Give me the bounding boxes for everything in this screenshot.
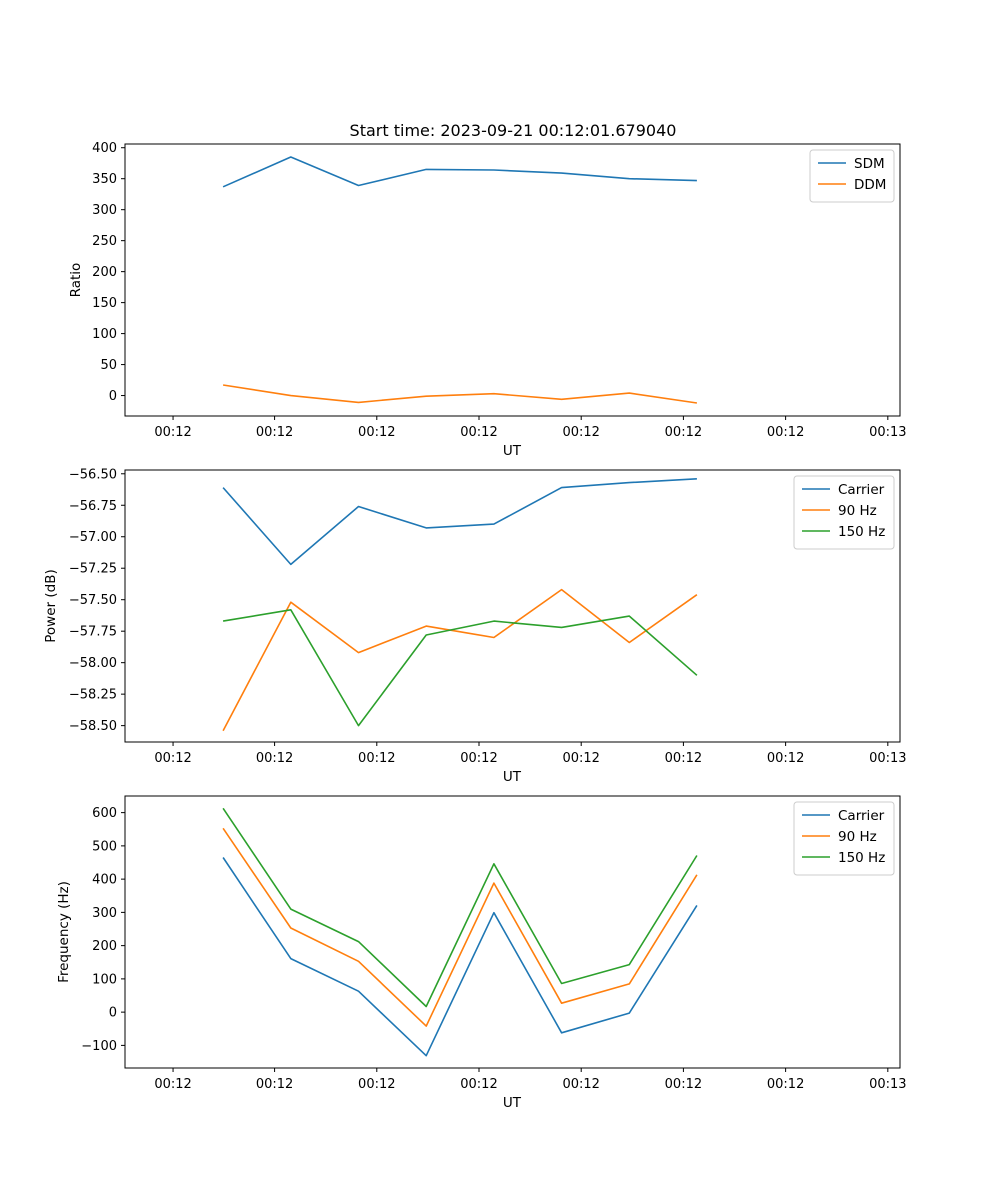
x-axis-label: UT (503, 1095, 522, 1111)
x-tick-label: 00:12 (460, 751, 497, 766)
chart-ratio: 00:12 00:12 00:12 00:12 00:12 00:12 00:12 00:13… (68, 141, 907, 459)
series-line-90-hz (222, 588, 698, 732)
x-tick-label: 00:12 (767, 425, 804, 440)
series-line-150-hz (222, 608, 698, 727)
x-tick-label: 00:12 (665, 1077, 702, 1092)
series-line-sdm (222, 156, 697, 188)
y-tick-label: −57.50 (69, 593, 117, 608)
y-tick-label: −56.50 (69, 467, 117, 482)
legend-label: 150 Hz (838, 524, 885, 540)
x-tick-label: 00:12 (154, 425, 191, 440)
y-tick-label: 350 (92, 172, 117, 187)
y-tick-label: 300 (92, 906, 117, 921)
axes-frame (124, 143, 901, 417)
x-tick-label: 00:12 (460, 425, 497, 440)
chart-frequency: 00:12 00:12 00:12 00:12 00:12 00:12 00:12 00:13… (56, 795, 907, 1111)
y-tick-label: 150 (92, 296, 117, 311)
y-tick-label: 600 (92, 806, 117, 821)
series-line-carrier (222, 857, 698, 1057)
x-axis-label: UT (503, 443, 522, 459)
y-tick-label: −58.00 (69, 656, 117, 671)
legend-label: 90 Hz (838, 503, 877, 519)
y-tick-label: −57.25 (69, 562, 117, 577)
x-tick-label: 00:12 (154, 1077, 191, 1092)
x-tick-label: 00:12 (562, 751, 599, 766)
y-tick-label: −56.75 (69, 499, 117, 514)
chart-power: 00:12 00:12 00:12 00:12 00:12 00:12 00:12 00:13… (43, 467, 907, 785)
legend-label: 90 Hz (838, 829, 877, 845)
x-tick-label: 00:12 (256, 751, 293, 766)
y-axis-label: Frequency (Hz) (56, 881, 72, 983)
y-tick-label: −100 (81, 1039, 117, 1054)
series-line-90-hz (222, 827, 698, 1027)
y-tick-label: 400 (92, 873, 117, 888)
y-axis-label: Ratio (68, 263, 84, 298)
y-tick-label: 100 (92, 327, 117, 342)
y-tick-label: 400 (92, 141, 117, 156)
legend-label: Carrier (838, 482, 885, 498)
x-tick-label: 00:13 (869, 425, 906, 440)
x-tick-label: 00:12 (358, 751, 395, 766)
y-tick-label: −57.00 (69, 530, 117, 545)
y-tick-label: −58.50 (69, 719, 117, 734)
x-tick-label: 00:12 (154, 751, 191, 766)
x-tick-label: 00:12 (562, 425, 599, 440)
y-tick-label: 100 (92, 972, 117, 987)
x-tick-label: 00:12 (256, 425, 293, 440)
y-tick-label: 300 (92, 203, 117, 218)
x-tick-label: 00:12 (665, 425, 702, 440)
series-line-ddm (222, 384, 698, 404)
x-tick-label: 00:12 (767, 751, 804, 766)
legend-label: 150 Hz (838, 850, 885, 866)
x-tick-label: 00:13 (869, 751, 906, 766)
x-axis-label: UT (503, 769, 522, 785)
series-line-150-hz (222, 807, 698, 1008)
y-tick-label: 500 (92, 839, 117, 854)
legend-label: Carrier (838, 808, 885, 824)
legend-label: SDM (854, 156, 885, 172)
charts-container: 00:12 00:12 00:12 00:12 00:12 00:12 00:12 00:13… (43, 141, 907, 1111)
x-tick-label: 00:12 (767, 1077, 804, 1092)
legend: Carrier 90 Hz 150 Hz (793, 801, 895, 876)
x-tick-label: 00:12 (562, 1077, 599, 1092)
x-tick-label: 00:13 (869, 1077, 906, 1092)
y-tick-label: 0 (109, 1006, 117, 1021)
x-tick-label: 00:12 (358, 425, 395, 440)
axes-frame (124, 795, 901, 1069)
legend: SDM DDM (809, 149, 895, 203)
figure-title: Start time: 2023-09-21 00:12:01.679040 (350, 121, 677, 140)
y-tick-label: 250 (92, 234, 117, 249)
y-tick-label: 0 (109, 389, 117, 404)
legend-label: DDM (854, 177, 886, 193)
axes-frame (124, 469, 901, 743)
x-tick-label: 00:12 (256, 1077, 293, 1092)
legend: Carrier 90 Hz 150 Hz (793, 475, 895, 550)
y-tick-label: −58.25 (69, 688, 117, 703)
y-tick-label: 50 (100, 358, 117, 373)
x-tick-label: 00:12 (358, 1077, 395, 1092)
series-line-carrier (222, 478, 697, 566)
x-tick-label: 00:12 (460, 1077, 497, 1092)
x-tick-label: 00:12 (665, 751, 702, 766)
y-axis-label: Power (dB) (43, 569, 59, 642)
y-tick-label: 200 (92, 265, 117, 280)
y-tick-label: −57.75 (69, 625, 117, 640)
y-tick-label: 200 (92, 939, 117, 954)
